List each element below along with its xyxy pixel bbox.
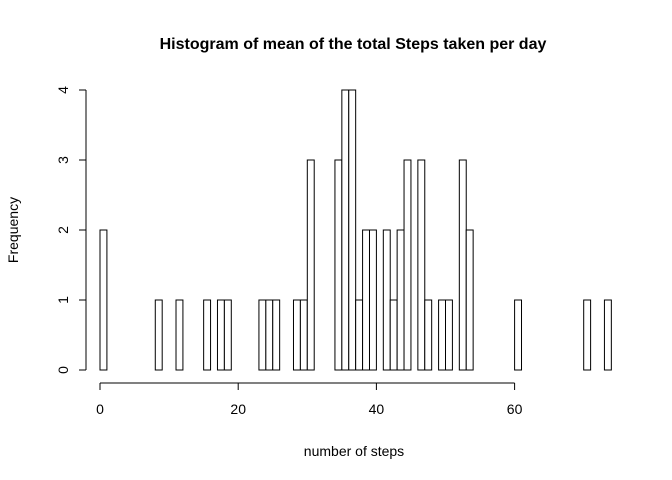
histogram-bar bbox=[99, 229, 108, 371]
histogram-bar bbox=[341, 89, 350, 371]
histogram-bar bbox=[355, 299, 364, 371]
histogram-bar bbox=[175, 299, 184, 371]
x-axis: 0 20 40 60 bbox=[96, 382, 523, 417]
histogram-bar bbox=[424, 299, 433, 371]
histogram-bar bbox=[258, 299, 267, 371]
x-tick-label: 0 bbox=[96, 401, 104, 417]
histogram-bar bbox=[382, 229, 391, 371]
y-tick-label: 0 bbox=[55, 366, 71, 374]
histogram-bar bbox=[603, 299, 612, 371]
histogram-bar bbox=[334, 159, 343, 371]
histogram-bar bbox=[223, 299, 232, 371]
y-tick-label: 4 bbox=[55, 86, 71, 94]
x-tick-label: 20 bbox=[230, 401, 246, 417]
histogram-bar bbox=[465, 229, 474, 371]
histogram-bar bbox=[362, 229, 370, 371]
bars-group bbox=[99, 89, 612, 371]
y-tick-label: 3 bbox=[55, 156, 71, 164]
histogram-bar bbox=[299, 299, 308, 371]
y-axis: 0 1 2 3 4 bbox=[55, 86, 87, 374]
histogram-bar bbox=[583, 299, 592, 371]
histogram-bar bbox=[389, 299, 398, 371]
histogram-bar bbox=[458, 159, 467, 371]
histogram-bar bbox=[292, 299, 301, 371]
histogram-bar bbox=[514, 299, 523, 371]
histogram-bar bbox=[445, 299, 453, 371]
histogram-bar bbox=[216, 299, 225, 371]
chart-title: Histogram of mean of the total Steps tak… bbox=[160, 36, 547, 53]
histogram-bar bbox=[154, 299, 163, 371]
histogram-bar bbox=[368, 229, 377, 371]
histogram-bar bbox=[265, 299, 274, 371]
y-tick-label: 1 bbox=[55, 296, 71, 304]
x-tick-label: 40 bbox=[369, 401, 385, 417]
histogram-bar bbox=[396, 229, 405, 371]
histogram-bar bbox=[306, 159, 315, 371]
histogram-bar bbox=[438, 299, 446, 371]
histogram-bar bbox=[403, 159, 412, 371]
histogram-bar bbox=[348, 89, 357, 371]
histogram-bar bbox=[272, 299, 281, 371]
y-axis-label: Frequency bbox=[5, 197, 21, 263]
x-tick-label: 60 bbox=[507, 401, 523, 417]
histogram-bar bbox=[203, 299, 212, 371]
histogram-bar bbox=[417, 159, 426, 371]
y-tick-label: 2 bbox=[55, 226, 71, 234]
x-axis-label: number of steps bbox=[304, 443, 404, 459]
